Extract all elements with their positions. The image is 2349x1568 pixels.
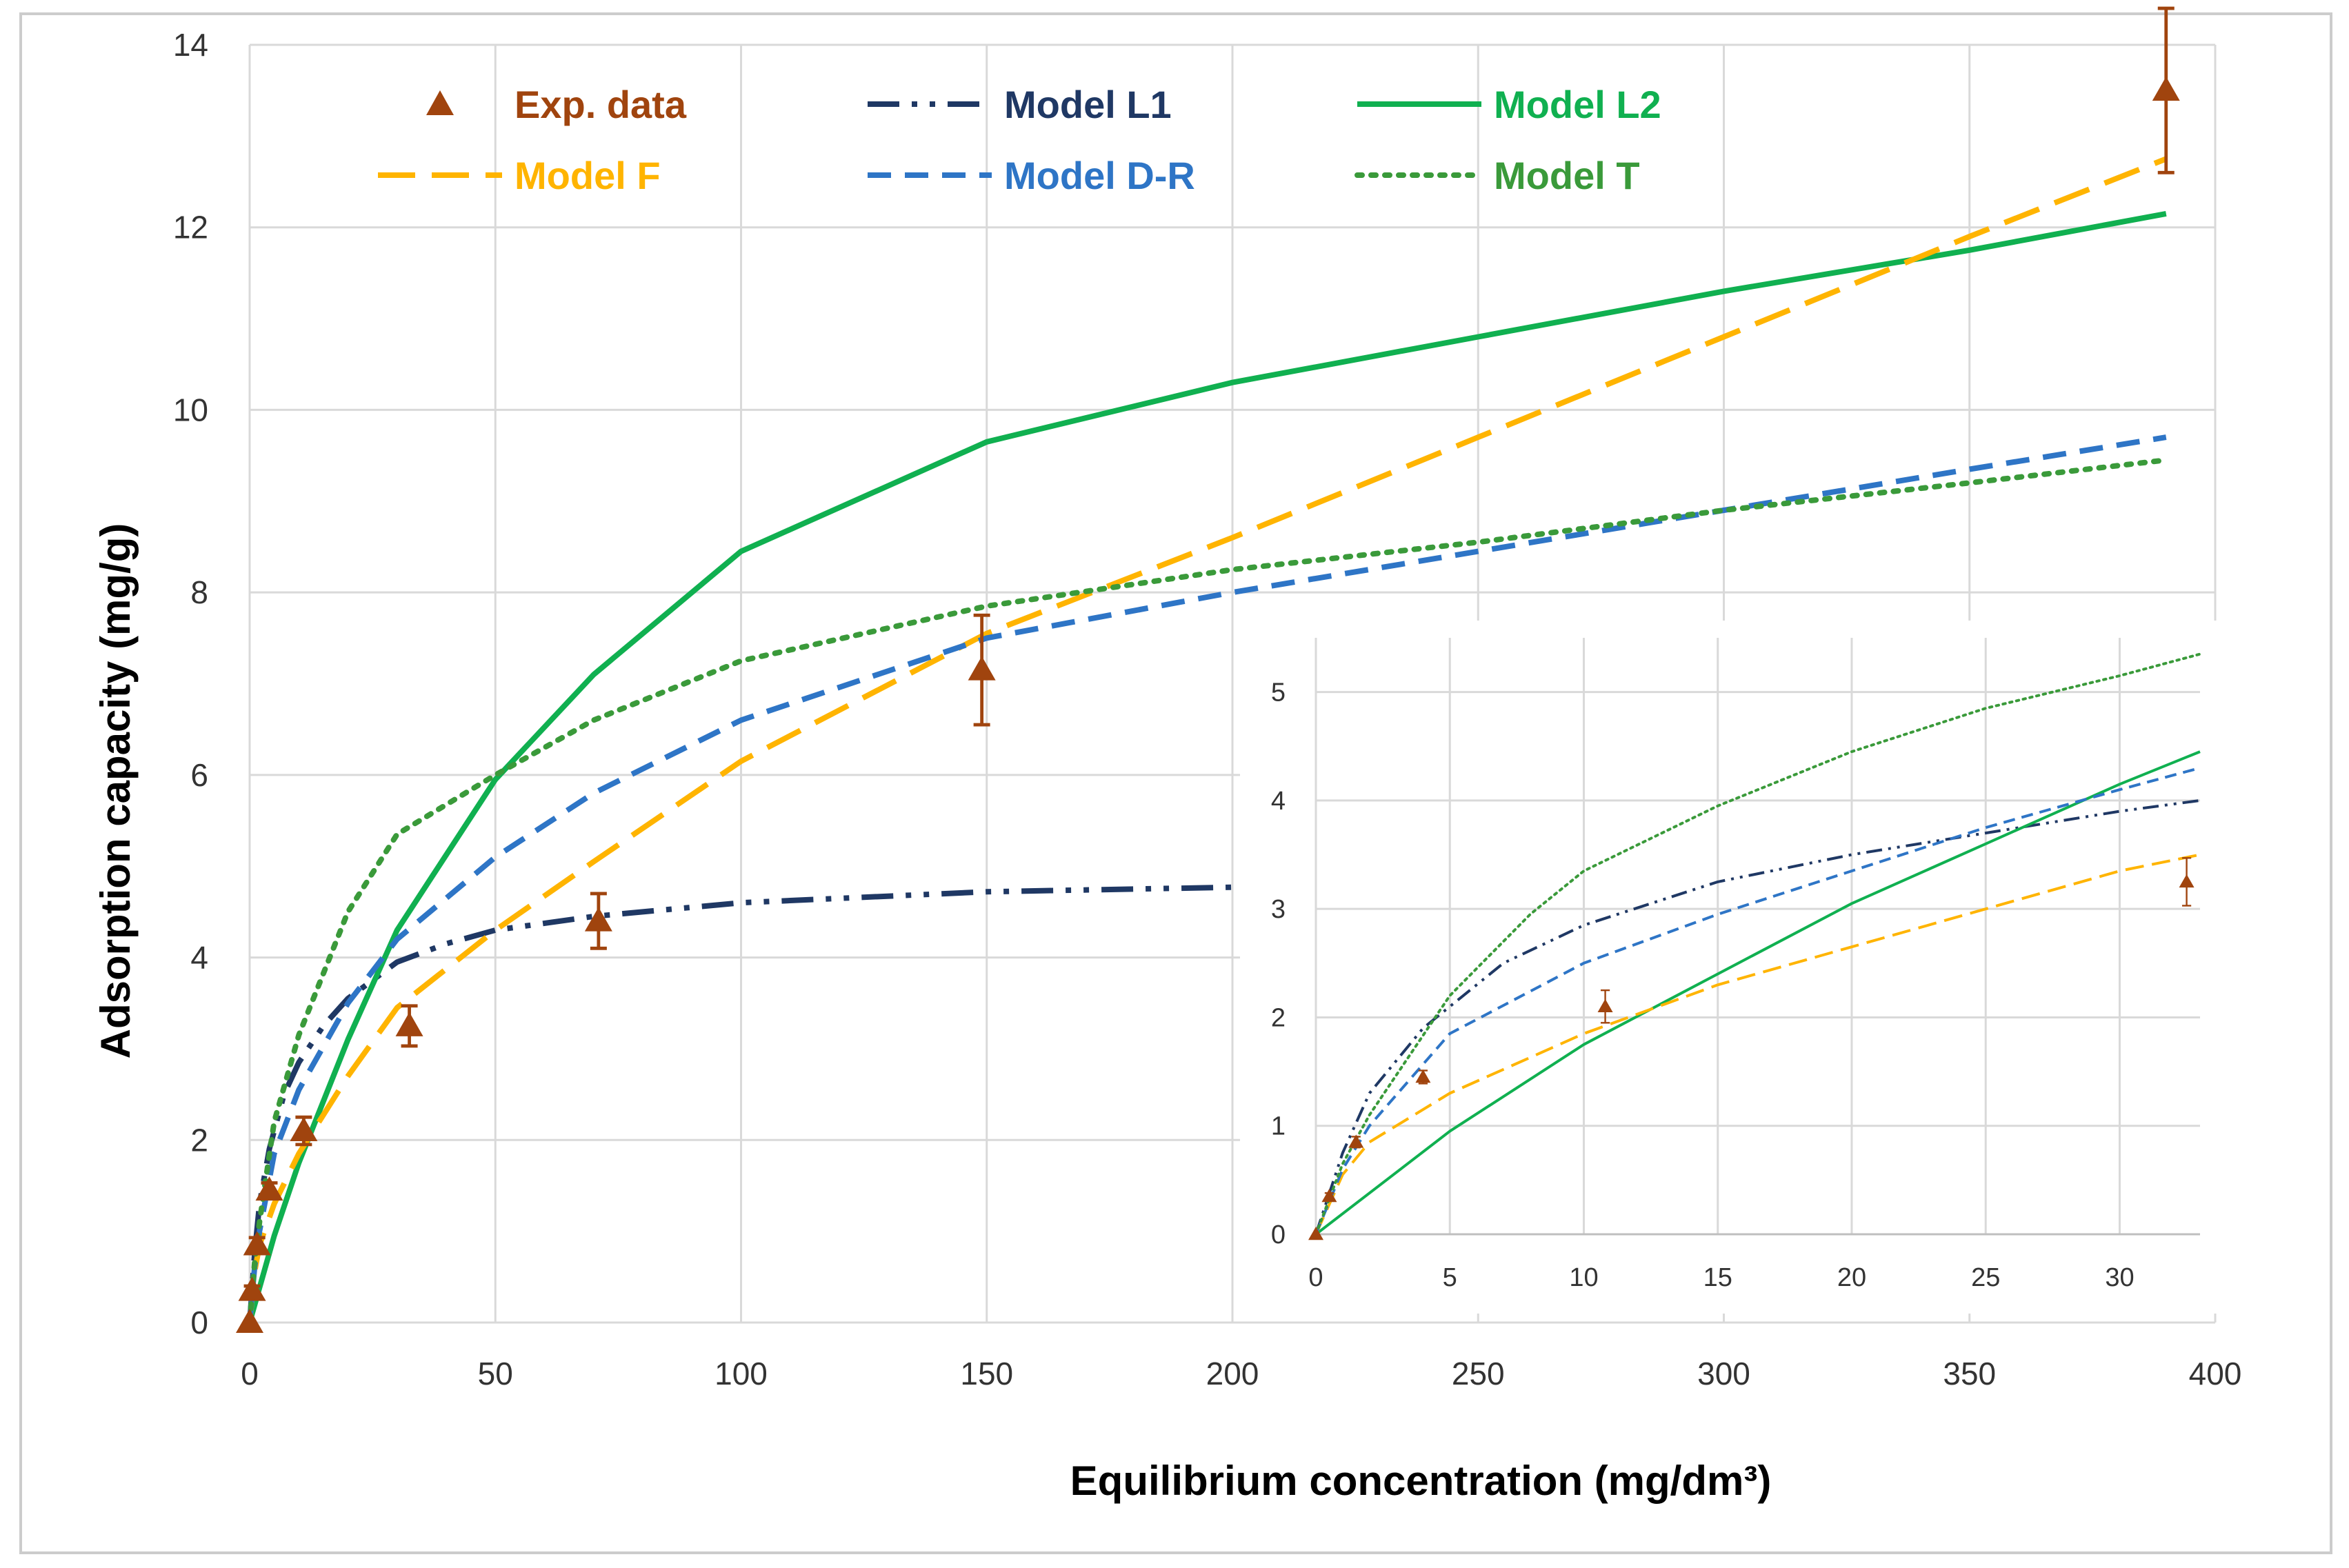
series-exp-data — [236, 6, 2180, 1333]
series-line-model-l1 — [247, 884, 1233, 1323]
inset-series-line-model-l1 — [1315, 798, 2201, 1235]
y-tick-label: 14 — [173, 27, 208, 63]
y-tick-label: 0 — [190, 1305, 208, 1340]
data-point — [243, 1231, 271, 1256]
legend-item-exp-data: Exp. data — [426, 83, 687, 126]
inset-x-tick-label: 10 — [1569, 1263, 1598, 1292]
x-tick-label: 150 — [960, 1356, 1013, 1391]
series-line-model-t — [247, 457, 2169, 1325]
inset-y-tick-label: 5 — [1271, 679, 1286, 707]
inset-y-tick-label: 0 — [1271, 1220, 1286, 1249]
inset-series-line-model-f — [1315, 853, 2201, 1235]
legend-label: Model T — [1494, 154, 1640, 197]
legend-item-model-t: Model T — [1355, 154, 1640, 197]
x-tick-label: 100 — [714, 1356, 768, 1391]
data-point — [1321, 1188, 1337, 1203]
y-tick-label: 4 — [190, 940, 208, 976]
inset-y-tick-label: 4 — [1271, 787, 1286, 816]
x-tick-label: 250 — [1452, 1356, 1505, 1391]
inset-x-tick-label: 0 — [1308, 1263, 1323, 1292]
data-point — [238, 1276, 266, 1301]
data-point — [236, 1309, 263, 1333]
inset-x-tick-label: 30 — [2105, 1263, 2134, 1292]
inset-series-exp-data — [1308, 857, 2195, 1240]
legend-label: Model D-R — [1004, 154, 1195, 197]
legend-label: Exp. data — [514, 83, 687, 126]
y-tick-label: 2 — [190, 1122, 208, 1158]
inset-x-tick-label: 20 — [1837, 1263, 1866, 1292]
x-tick-label: 50 — [478, 1356, 513, 1391]
data-point — [1415, 1069, 1431, 1083]
y-axis-title: Adsorption capacity (mg/g) — [92, 523, 139, 1059]
x-tick-label: 350 — [1943, 1356, 1996, 1391]
data-point — [1597, 998, 1613, 1012]
inset-y-tick-label: 3 — [1271, 895, 1286, 924]
inset-series-line-model-t — [1315, 652, 2201, 1236]
x-tick-label: 0 — [241, 1356, 259, 1391]
main-series-layer — [236, 6, 2180, 1333]
legend: Exp. data Model L1 Model L2 Model F Model D-… — [378, 83, 1661, 197]
inset-chart: 0 5 10 15 20 25 30 0 1 2 3 4 5 — [1240, 621, 2221, 1314]
inset-x-tick-label: 5 — [1443, 1263, 1457, 1292]
x-tick-label: 200 — [1206, 1356, 1259, 1391]
legend-label: Model F — [514, 154, 661, 197]
y-tick-label: 10 — [173, 392, 208, 428]
data-point — [584, 907, 612, 932]
legend-item-model-l1: Model L1 — [868, 83, 1172, 126]
inset-series-line-model-l2 — [1315, 750, 2201, 1236]
legend-label: Model L2 — [1494, 83, 1661, 126]
x-tick-label: 400 — [2189, 1356, 2242, 1391]
data-point — [2179, 874, 2195, 888]
inset-y-tick-label: 1 — [1271, 1112, 1286, 1141]
data-point — [290, 1117, 318, 1142]
legend-label: Model L1 — [1004, 83, 1172, 126]
data-point — [2152, 77, 2180, 101]
data-point — [1348, 1134, 1364, 1148]
inset-x-tick-label: 15 — [1703, 1263, 1732, 1292]
legend-item-model-f: Model F — [378, 154, 661, 197]
legend-item-model-d-r: Model D-R — [868, 154, 1195, 197]
legend-item-model-l2: Model L2 — [1357, 83, 1661, 126]
data-point — [1308, 1227, 1323, 1240]
inset-x-tick-label: 25 — [1971, 1263, 2000, 1292]
x-axis-title: Equilibrium concentration (mg/dm³) — [1070, 1458, 1772, 1504]
y-tick-label: 8 — [190, 574, 208, 610]
data-point — [255, 1176, 283, 1201]
y-tick-label: 12 — [173, 210, 208, 245]
x-tick-label: 300 — [1697, 1356, 1750, 1391]
y-tick-label: 6 — [190, 757, 208, 793]
legend-marker — [426, 90, 454, 115]
inset-y-tick-label: 2 — [1271, 1003, 1286, 1032]
series-line-model-f — [247, 156, 2168, 1323]
data-point — [968, 656, 996, 681]
data-point — [395, 1012, 423, 1036]
